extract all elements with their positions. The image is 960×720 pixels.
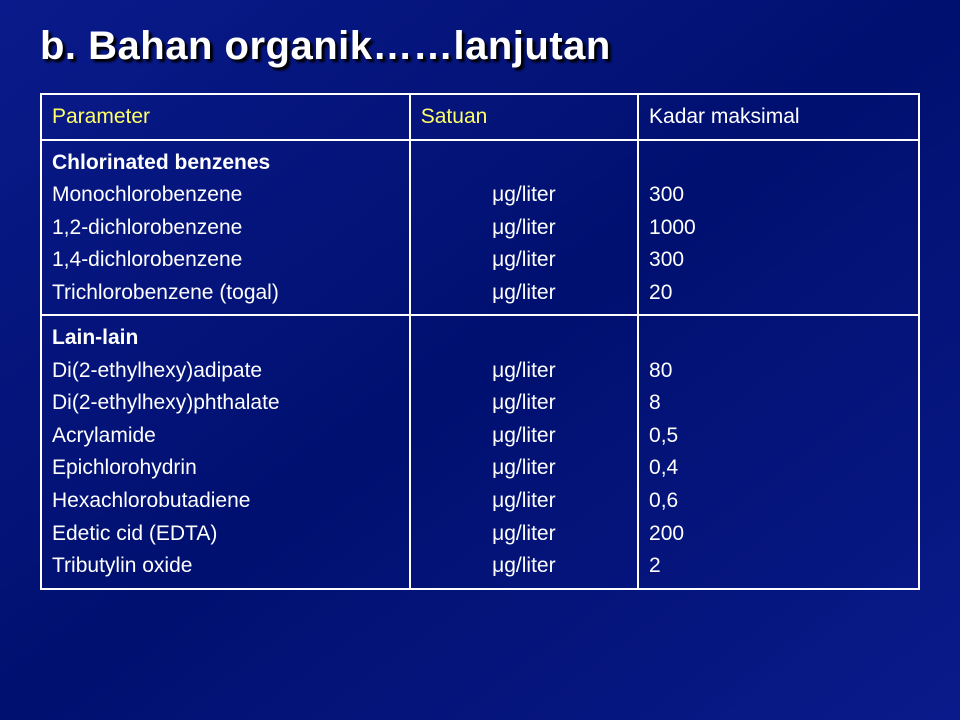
header-kadar: Kadar maksimal [638, 94, 919, 140]
unit-item: μg/liter [421, 452, 627, 485]
unit-item: μg/liter [421, 518, 627, 551]
cell-kadar: 80 8 0,5 0,4 0,6 200 2 [638, 315, 919, 588]
param-item: Di(2-ethylhexy)adipate [52, 355, 399, 388]
cell-kadar: 300 1000 300 20 [638, 140, 919, 316]
unit-item: μg/liter [421, 550, 627, 583]
param-item: Hexachlorobutadiene [52, 485, 399, 518]
header-satuan: Satuan [410, 94, 638, 140]
cell-satuan: μg/liter μg/liter μg/liter μg/liter μg/l… [410, 315, 638, 588]
value-item: 0,4 [649, 452, 908, 485]
param-item: Trichlorobenzene (togal) [52, 277, 399, 310]
value-item: 8 [649, 387, 908, 420]
value-item: 0,6 [649, 485, 908, 518]
unit-item: μg/liter [421, 355, 627, 388]
param-item: Tributylin oxide [52, 550, 399, 583]
value-item: 300 [649, 179, 908, 212]
page-title: b. Bahan organik……lanjutan [40, 24, 920, 69]
value-item: 200 [649, 518, 908, 551]
cell-parameter: Chlorinated benzenes Monochlorobenzene 1… [41, 140, 410, 316]
unit-item: μg/liter [421, 420, 627, 453]
cell-satuan: μg/liter μg/liter μg/liter μg/liter [410, 140, 638, 316]
value-item: 300 [649, 244, 908, 277]
unit-item: μg/liter [421, 387, 627, 420]
param-item: Epichlorohydrin [52, 452, 399, 485]
table-row: Chlorinated benzenes Monochlorobenzene 1… [41, 140, 919, 316]
unit-item: μg/liter [421, 277, 627, 310]
param-item: 1,2-dichlorobenzene [52, 212, 399, 245]
param-item: Di(2-ethylhexy)phthalate [52, 387, 399, 420]
group-heading: Lain-lain [52, 322, 399, 355]
param-item: Monochlorobenzene [52, 179, 399, 212]
group-heading: Chlorinated benzenes [52, 147, 399, 180]
table-header-row: Parameter Satuan Kadar maksimal [41, 94, 919, 140]
param-item: 1,4-dichlorobenzene [52, 244, 399, 277]
header-parameter: Parameter [41, 94, 410, 140]
unit-item: μg/liter [421, 244, 627, 277]
value-item: 1000 [649, 212, 908, 245]
param-item: Acrylamide [52, 420, 399, 453]
unit-item: μg/liter [421, 179, 627, 212]
table-row: Lain-lain Di(2-ethylhexy)adipate Di(2-et… [41, 315, 919, 588]
value-item: 0,5 [649, 420, 908, 453]
param-item: Edetic cid (EDTA) [52, 518, 399, 551]
unit-item: μg/liter [421, 485, 627, 518]
data-table: Parameter Satuan Kadar maksimal Chlorina… [40, 93, 920, 590]
value-item: 80 [649, 355, 908, 388]
cell-parameter: Lain-lain Di(2-ethylhexy)adipate Di(2-et… [41, 315, 410, 588]
unit-item: μg/liter [421, 212, 627, 245]
value-item: 2 [649, 550, 908, 583]
value-item: 20 [649, 277, 908, 310]
